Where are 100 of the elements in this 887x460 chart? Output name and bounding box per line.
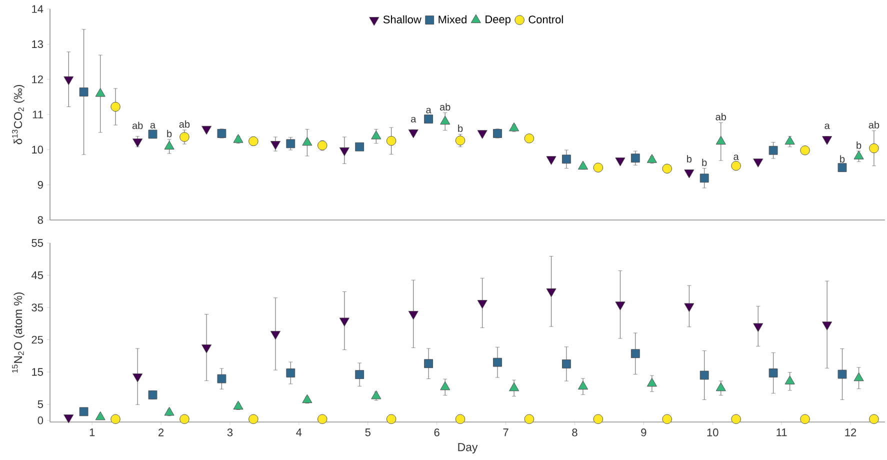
point [716,136,726,145]
annotation: a [150,122,156,128]
point [753,323,764,332]
point [318,414,328,424]
x-tick-label: 8 [572,428,578,436]
point [148,130,158,139]
point [286,368,296,378]
point [854,150,864,160]
point [440,116,450,125]
point [455,414,466,424]
x-tick-label: 11 [776,428,787,436]
point [800,146,810,156]
annotation: ab [868,121,880,128]
point [477,130,488,139]
point [784,136,795,145]
point [95,411,106,420]
point [371,390,382,400]
y-tick-label: 45 [31,271,44,280]
annotation: ab [132,122,143,130]
point [318,140,328,150]
point [593,414,604,424]
annotation: ab [440,103,450,111]
point [838,370,847,379]
point [869,143,879,154]
point [509,122,520,132]
y-tick-label: 0 [38,416,44,424]
point [339,147,350,156]
point [800,414,810,424]
point [95,88,106,97]
x-tick-label: 5 [365,428,370,436]
point [546,156,556,165]
point [838,163,847,172]
point [180,414,190,424]
annotation: b [840,155,845,163]
point [408,310,418,320]
y-tick-label: 12 [32,76,43,84]
y-tick-label: 35 [32,304,44,312]
y-tick-label: 13 [32,40,43,48]
annotation: a [734,154,739,160]
point [79,88,88,96]
x-tick-label: 9 [641,428,646,436]
point [822,322,832,330]
point [355,370,364,380]
point [386,414,396,424]
y-tick-label: 10 [32,146,44,154]
annotation: b [687,155,692,162]
annotation: b [458,124,463,132]
x-tick-label: 2 [158,428,164,436]
point [630,154,640,163]
point [731,160,741,171]
y-tick-label: 9 [38,180,43,189]
point [700,174,709,183]
point [302,394,312,404]
point [854,372,864,382]
point [233,400,244,410]
point [578,160,588,170]
point [615,158,626,166]
point [784,376,795,384]
x-tick-label: 6 [434,428,440,436]
point [110,414,120,424]
legend-label: Mixed [438,15,466,24]
y-tick-label: 15 [32,368,44,376]
point [684,303,694,312]
annotation: a [824,124,830,130]
point [822,136,832,145]
annotation: b [702,158,707,166]
point [593,162,604,172]
point [110,102,120,112]
point [493,129,502,138]
point [646,378,657,387]
point [578,380,588,390]
point [768,368,778,378]
point [524,414,534,424]
annotation: a [411,116,416,122]
point [202,126,212,135]
point [270,330,280,340]
point [148,390,158,400]
point [646,154,657,163]
point [164,406,174,416]
x-tick-label: 10 [707,428,718,436]
point [248,414,258,424]
y-tick-label: 8 [38,216,43,224]
x-tick-label: 3 [227,428,233,436]
point [355,142,364,152]
legend-label: Shallow [383,15,422,24]
point [286,139,296,148]
annotation: b [856,142,862,149]
x-tick-label: 7 [503,428,508,436]
point [731,414,741,424]
point [869,414,879,424]
point [248,136,258,146]
point [339,318,350,326]
point [562,359,571,368]
point [217,129,226,138]
point [630,349,640,358]
point [562,154,571,164]
point [202,344,212,354]
annotation: ab [716,113,726,120]
point [524,134,534,144]
point [615,302,626,310]
